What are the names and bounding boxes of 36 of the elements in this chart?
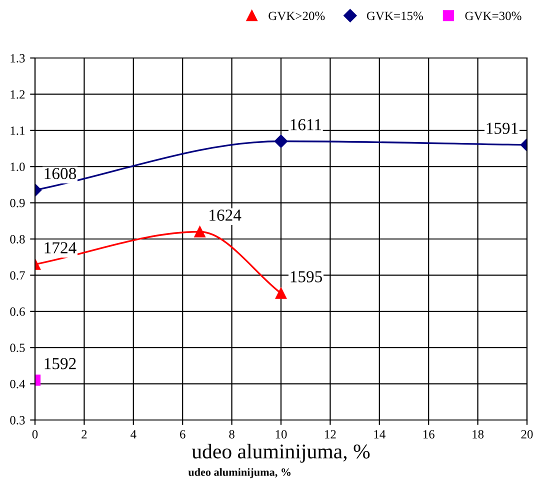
annotation: 1591 <box>486 122 518 134</box>
y-tick-label: 1.1 <box>10 126 25 135</box>
legend-label: GVK=15% <box>366 12 424 20</box>
annotation: 1595 <box>290 271 322 282</box>
legend-label: GVK>20% <box>268 12 325 20</box>
y-tick-label: 0.3 <box>10 416 25 425</box>
y-tick-label: 0.9 <box>10 198 25 208</box>
x-tick-label: 2 <box>82 430 87 438</box>
y-tick-label: 1.2 <box>10 90 25 99</box>
x-tick-label: 4 <box>130 430 136 438</box>
y-tick-label: 0.4 <box>10 380 26 388</box>
x-tick-label: 12 <box>325 430 336 438</box>
x-tick-label: 6 <box>180 430 186 439</box>
annotation: 1624 <box>210 210 242 221</box>
x-tick-label: 14 <box>374 430 386 438</box>
y-tick-label: 0.5 <box>10 344 25 352</box>
y-tick-label: 0.6 <box>10 307 25 316</box>
y-tick-label: 0.8 <box>10 235 25 244</box>
x-tick-label: 20 <box>521 430 533 439</box>
text: udeo aluminijuma, % <box>188 468 291 478</box>
y-tick-label: 1.0 <box>10 162 25 172</box>
point <box>194 226 206 238</box>
x-tick-label: 16 <box>423 430 434 439</box>
annotation: 1611 <box>290 119 322 130</box>
x-tick-label: 0 <box>32 430 38 439</box>
annotation: 1592 <box>44 358 76 370</box>
x-tick-label: 18 <box>472 430 484 439</box>
y-tick-label: 1.3 <box>10 54 25 63</box>
x-tick-label: 10 <box>276 430 287 439</box>
x-tick-label: 8 <box>229 430 234 439</box>
x-axis-title: udeo aluminijuma, % <box>192 444 370 463</box>
annotation: 1608 <box>44 168 76 180</box>
y-tick-label: 0.7 <box>10 271 25 280</box>
legend-label: GVK=30% <box>465 12 522 20</box>
point <box>275 288 287 299</box>
annotation: 1724 <box>44 242 76 254</box>
